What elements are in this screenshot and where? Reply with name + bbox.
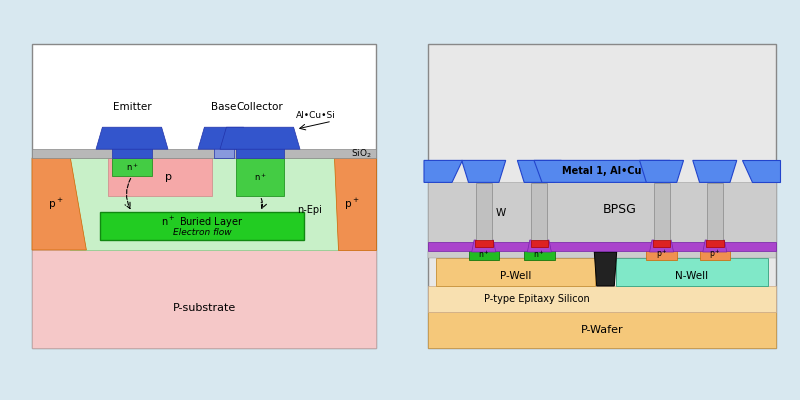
Bar (436, 258, 595, 286)
Polygon shape (334, 158, 376, 250)
Text: n$^+$: n$^+$ (534, 249, 546, 260)
Text: Base: Base (211, 102, 237, 112)
Text: p$^+$: p$^+$ (709, 248, 721, 262)
Text: BPSG: BPSG (602, 203, 636, 216)
Bar (32, 250, 376, 348)
Text: P-Wafer: P-Wafer (581, 325, 623, 335)
Polygon shape (32, 158, 86, 250)
Text: Electron flow: Electron flow (173, 228, 231, 237)
Polygon shape (424, 160, 462, 182)
Polygon shape (702, 240, 726, 252)
Text: n-Epi: n-Epi (297, 205, 322, 215)
Text: p$^+$: p$^+$ (48, 196, 64, 212)
Bar (236, 148, 284, 158)
Polygon shape (527, 240, 551, 252)
Bar (616, 258, 768, 286)
Polygon shape (650, 240, 674, 252)
Polygon shape (96, 127, 168, 149)
Polygon shape (462, 160, 506, 182)
Text: n$^+$: n$^+$ (126, 161, 138, 173)
Bar (70, 158, 338, 250)
Bar (428, 312, 776, 348)
Polygon shape (693, 160, 737, 182)
Bar (654, 183, 670, 241)
Polygon shape (518, 160, 562, 182)
Text: p$^+$: p$^+$ (655, 248, 667, 262)
Bar (32, 44, 376, 348)
Bar (428, 182, 776, 242)
Polygon shape (220, 127, 300, 149)
Polygon shape (742, 160, 780, 182)
Bar (646, 249, 677, 260)
Polygon shape (534, 160, 670, 182)
Polygon shape (198, 127, 250, 149)
Text: P-substrate: P-substrate (172, 303, 236, 313)
Text: P-Well: P-Well (500, 271, 531, 281)
Bar (108, 158, 212, 196)
Text: Al•Cu•Si: Al•Cu•Si (296, 111, 336, 120)
Bar (236, 158, 284, 196)
Text: N-Well: N-Well (675, 271, 709, 281)
Bar (469, 249, 499, 260)
Text: p: p (165, 172, 171, 182)
Text: n$^+$: n$^+$ (478, 249, 490, 260)
Bar (428, 251, 776, 258)
Bar (475, 240, 493, 247)
Bar (706, 183, 722, 241)
Text: Metal 1, Al•Cu: Metal 1, Al•Cu (562, 166, 642, 176)
Bar (112, 148, 152, 158)
Text: W: W (496, 208, 506, 218)
Text: n$^+$: n$^+$ (254, 171, 266, 183)
Polygon shape (594, 252, 617, 286)
Bar (428, 286, 776, 312)
Bar (653, 240, 670, 247)
Polygon shape (639, 160, 683, 182)
Bar (530, 240, 548, 247)
Bar (699, 249, 730, 260)
Bar (112, 158, 152, 176)
Bar (428, 44, 776, 348)
Text: P-type Epitaxy Silicon: P-type Epitaxy Silicon (484, 294, 590, 304)
Text: n$^+$ Buried Layer: n$^+$ Buried Layer (161, 215, 243, 230)
Bar (531, 183, 547, 241)
Bar (428, 242, 776, 251)
Text: p$^+$: p$^+$ (344, 196, 360, 212)
Bar (32, 149, 376, 158)
Text: Collector: Collector (237, 102, 283, 112)
Bar (524, 249, 554, 260)
Bar (100, 212, 304, 240)
Text: SiO$_2$: SiO$_2$ (351, 147, 372, 160)
Bar (214, 148, 234, 158)
Bar (476, 183, 492, 241)
Bar (706, 240, 723, 247)
Text: Emitter: Emitter (113, 102, 151, 112)
Polygon shape (472, 240, 496, 252)
